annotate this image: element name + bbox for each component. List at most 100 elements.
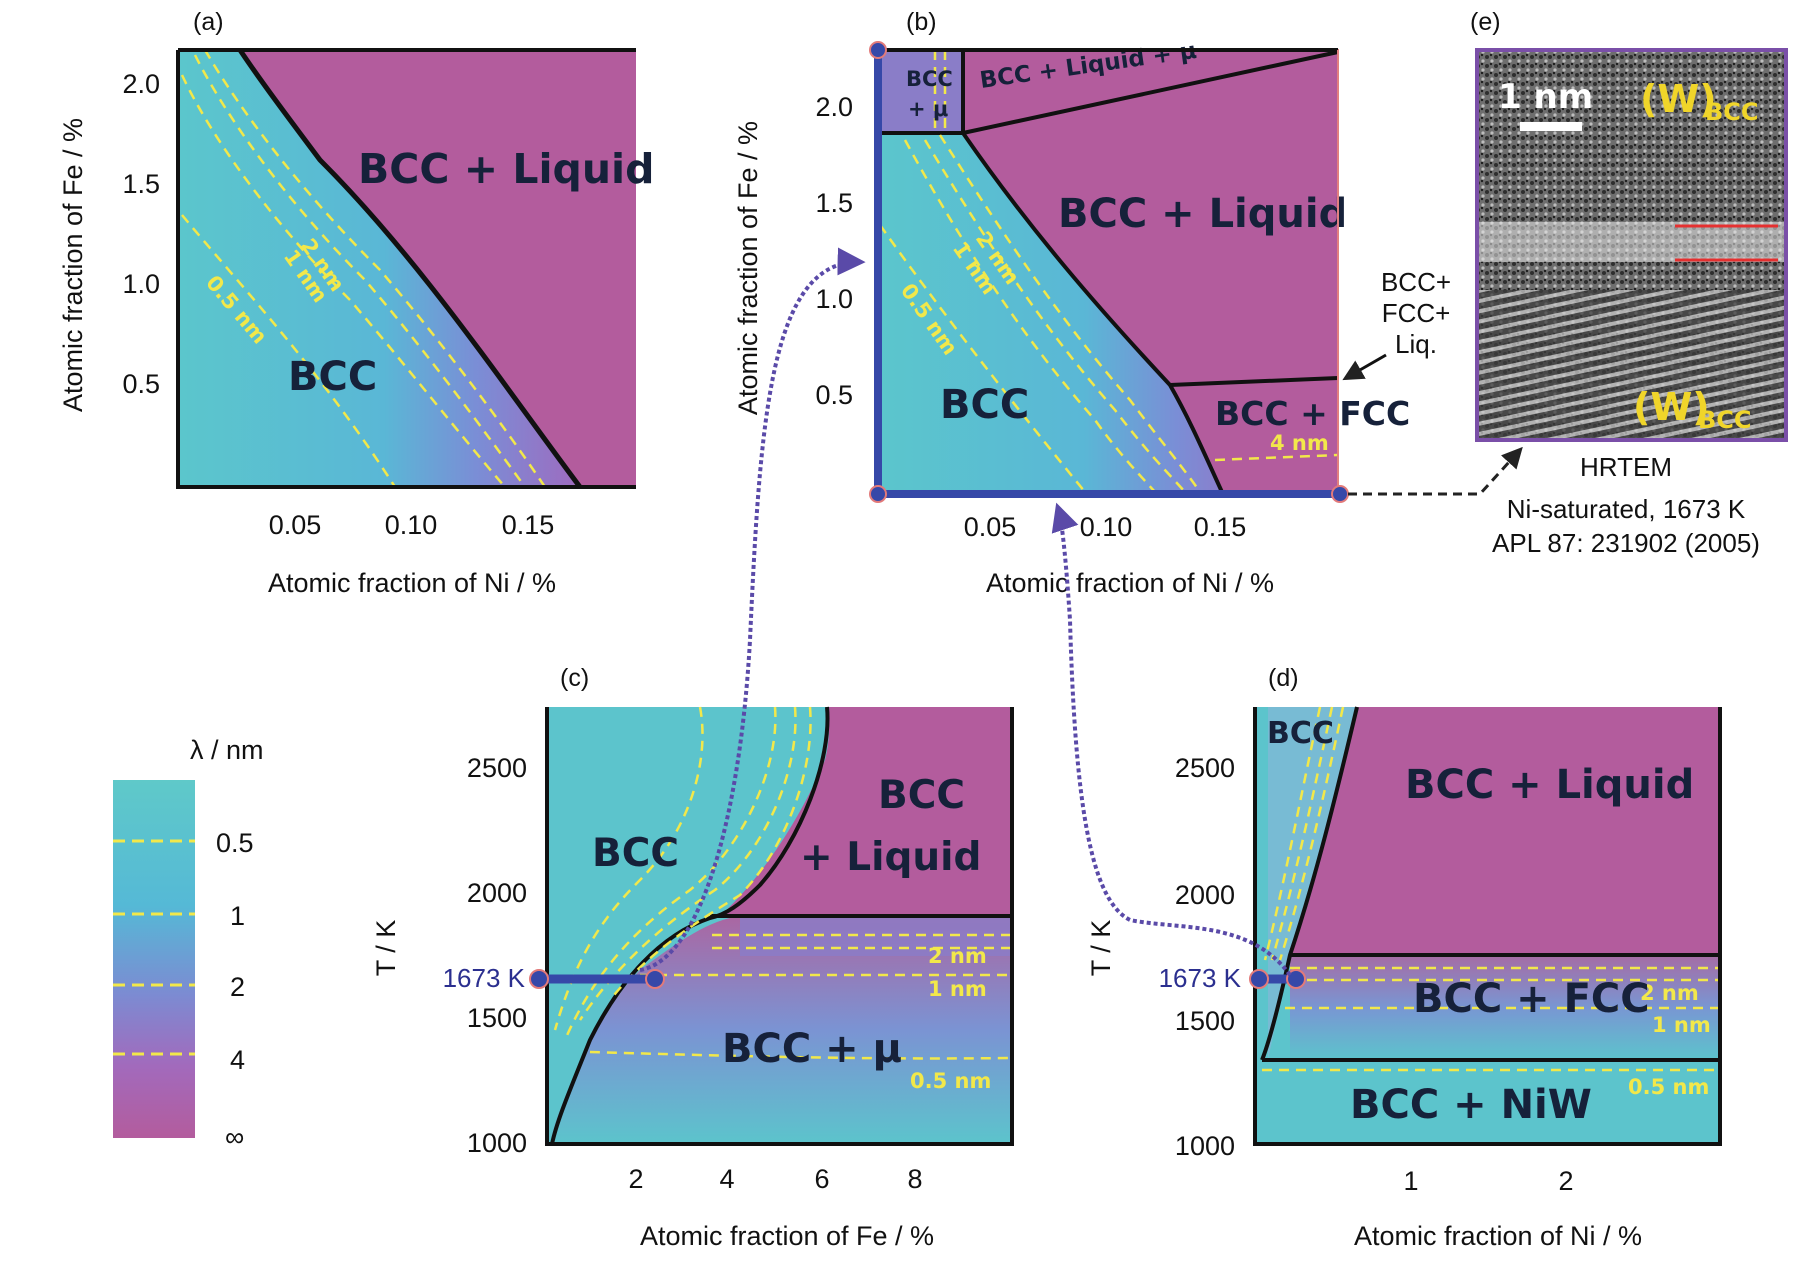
panel-e-caption-1: HRTEM <box>1580 452 1672 482</box>
legend-title: λ / nm <box>190 735 264 765</box>
panel-b-label: (b) <box>906 8 937 36</box>
panel-b-phase-boundaries <box>876 50 1339 493</box>
panel-d-region-liquid: BCC + Liquid <box>1405 762 1694 808</box>
panel-c-contour-2nm: 2 nm <box>928 944 987 968</box>
panel-d-contours <box>1262 706 1720 1072</box>
panel-c-ylabel: T / K <box>371 920 401 977</box>
panel-b-region-liquid: BCC + Liquid <box>1058 191 1347 237</box>
panel-b-to-e-arrow <box>1348 446 1523 496</box>
panel-e-scalebar <box>1520 122 1582 131</box>
panel-c-ytick-2: 2000 <box>467 878 527 908</box>
legend-level-1: 0.5 <box>216 828 254 858</box>
panel-a-axes <box>176 50 636 489</box>
panel-c-1673-label: 1673 K <box>443 963 526 993</box>
panel-e-caption-3: APL 87: 231902 (2005) <box>1492 528 1760 558</box>
panel-d-1673-label: 1673 K <box>1159 963 1242 993</box>
panel-b-contour-4nm: 4 nm <box>1270 431 1329 455</box>
legend-level-4: 4 <box>230 1045 245 1075</box>
panel-b-xtick-1: 0.05 <box>964 512 1017 542</box>
panel-c-phase-boundaries <box>550 706 1012 1145</box>
panel-e-w-top: (W) <box>1640 77 1717 121</box>
panel-b-ylabel: Atomic fraction of Fe / % <box>733 121 763 415</box>
panel-d-phase-boundaries <box>1260 706 1720 1062</box>
panel-b-liquid-region <box>963 133 1338 385</box>
panel-d-axes <box>1253 707 1722 1146</box>
panel-a-xtick-3: 0.15 <box>502 510 555 540</box>
legend-level-5: ∞ <box>225 1122 244 1152</box>
panel-c-axes <box>545 707 1014 1146</box>
panel-d: (d) 2 nm 1 nm 0.5 nm BCC BCC + Liquid BC… <box>1086 664 1722 1251</box>
panel-c-contours <box>553 706 1013 1060</box>
panel-b-xtick-3: 0.15 <box>1194 512 1247 542</box>
legend-level-3: 2 <box>230 972 245 1002</box>
panel-a-solvus-line <box>237 48 583 489</box>
legend-level-lines <box>113 839 195 1056</box>
panel-d-ytick-2: 2000 <box>1175 880 1235 910</box>
panel-d-ytick-3: 1500 <box>1175 1006 1235 1036</box>
panel-c-contour-1nm: 1 nm <box>928 977 987 1001</box>
panel-c-region-liquid-2: + Liquid <box>800 835 981 880</box>
panel-e-w-bottom: (W) <box>1633 385 1710 429</box>
panel-c-xtick-4: 8 <box>907 1164 922 1194</box>
panel-b-mu-region <box>876 50 963 133</box>
panel-c: (c) 2 nm 1 nm 0.5 nm BCC BCC + Liquid BC… <box>371 664 1014 1251</box>
panel-b-xtick-2: 0.10 <box>1080 512 1133 542</box>
panel-b-xlabel: Atomic fraction of Ni / % <box>986 568 1274 598</box>
panel-b-contours <box>878 50 1339 493</box>
panel-a-xtick-1: 0.05 <box>269 510 322 540</box>
panel-c-xlabel: Atomic fraction of Fe / % <box>640 1221 934 1251</box>
panel-b-annotation-1: BCC+ <box>1381 267 1451 297</box>
panel-a-ytick-4: 0.5 <box>122 369 160 399</box>
panel-c-xtick-1: 2 <box>628 1164 643 1194</box>
panel-d-contour-2nm: 2 nm <box>1640 981 1699 1005</box>
panel-b-region-bcc: BCC <box>940 382 1029 428</box>
panel-b-ytick-3: 1.0 <box>815 284 853 314</box>
panel-a-ytick-2: 1.5 <box>122 169 160 199</box>
panel-b-annotation-2: FCC+ <box>1382 298 1451 328</box>
panel-c-region-mu: BCC + μ <box>722 1026 902 1072</box>
panel-d-ytick-1: 2500 <box>1175 753 1235 783</box>
panel-a-contours <box>180 49 547 488</box>
panel-d-xlabel: Atomic fraction of Ni / % <box>1354 1221 1642 1251</box>
panel-b-ytick-2: 1.5 <box>815 188 853 218</box>
panel-c-contour-05nm: 0.5 nm <box>910 1069 991 1093</box>
panel-c-ytick-1: 2500 <box>467 753 527 783</box>
panel-d-ytick-4: 1000 <box>1175 1131 1235 1161</box>
panel-d-to-b-arrow <box>1051 502 1292 977</box>
panel-c-region-liquid-1: BCC <box>878 773 965 818</box>
panel-d-xtick-1: 1 <box>1403 1166 1418 1196</box>
panel-d-region-bcc: BCC <box>1267 716 1334 751</box>
panel-a: (a) 2 nm 1 nm 0.5 nm BCC + Liquid BCC 0.… <box>58 8 654 598</box>
panel-e: (e) 1 nm (W) BCC (W) BCC HRTEM Ni-satura… <box>1348 8 1788 558</box>
panel-c-xtick-3: 6 <box>814 1164 829 1194</box>
legend-level-2: 1 <box>230 901 245 931</box>
colorbar-legend: λ / nm 0.5 1 2 4 ∞ <box>113 735 264 1152</box>
panel-e-w-bottom-sub: BCC <box>1698 406 1752 434</box>
panel-c-ytick-4: 1000 <box>467 1128 527 1158</box>
panel-c-ytick-3: 1500 <box>467 1003 527 1033</box>
panel-a-xlabel: Atomic fraction of Ni / % <box>268 568 556 598</box>
panel-e-scalebar-label: 1 nm <box>1498 77 1593 117</box>
panel-d-region-fcc: BCC + FCC <box>1413 976 1650 1022</box>
panel-e-w-top-sub: BCC <box>1705 98 1759 126</box>
legend-colorbar <box>113 780 195 1138</box>
panel-d-xtick-2: 2 <box>1558 1166 1573 1196</box>
panel-b-region-bccmu-1: BCC <box>906 67 953 91</box>
panel-d-liquid-region <box>1290 707 1720 955</box>
panel-b-region-fcc: BCC + FCC <box>1215 394 1410 433</box>
panel-c-liquid-region <box>720 707 1012 916</box>
panel-a-region-bcc: BCC <box>288 354 377 400</box>
panel-e-caption-2: Ni-saturated, 1673 K <box>1507 494 1746 524</box>
panel-b: (b) 2 nm 1 nm 0.5 nm 4 nm BCC + μ BCC + … <box>733 8 1451 598</box>
panel-c-region-bcc: BCC <box>592 831 679 876</box>
panel-b-annotation-arrow <box>1342 353 1387 381</box>
panel-b-ytick-4: 0.5 <box>815 380 853 410</box>
panel-d-label: (d) <box>1268 664 1299 692</box>
panel-c-label: (c) <box>560 664 589 692</box>
panel-d-region-niw: BCC + NiW <box>1350 1082 1592 1128</box>
panel-a-region-liquid: BCC + Liquid <box>358 145 654 193</box>
panel-a-ytick-1: 2.0 <box>122 69 160 99</box>
panel-a-ylabel: Atomic fraction of Fe / % <box>58 118 88 412</box>
panel-a-label: (a) <box>193 8 224 36</box>
